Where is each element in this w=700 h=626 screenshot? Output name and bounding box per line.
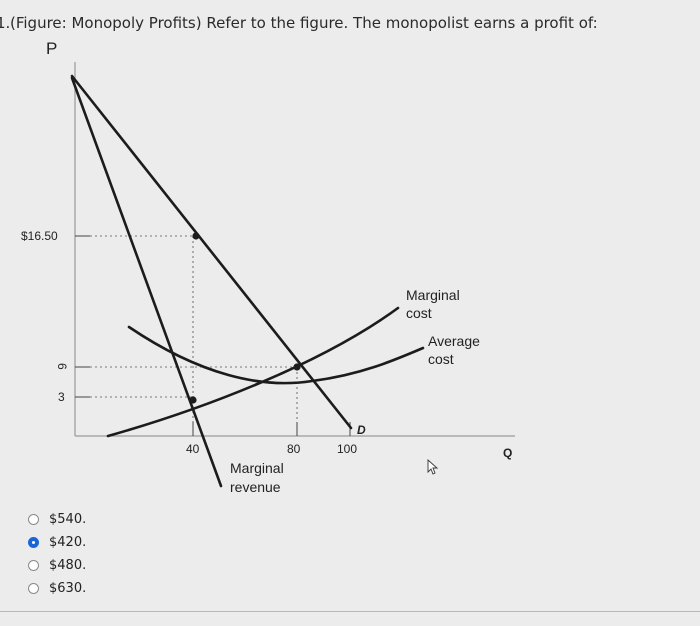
price-tick-label: $16.50 [21, 229, 58, 243]
marginal-cost-label: Marginal [406, 287, 460, 303]
quantity-axis-label: Q [503, 446, 512, 460]
radio-button[interactable] [28, 514, 39, 525]
quantity-tick-label: 80 [287, 442, 301, 456]
price-tick-label: 6 [55, 363, 69, 370]
answer-option[interactable]: $540. [28, 508, 86, 531]
price-tick-label: 3 [58, 390, 65, 404]
radio-button[interactable] [28, 560, 39, 571]
average-cost-label: Average [428, 333, 480, 349]
marginal-cost-label: cost [406, 305, 432, 321]
mr-mc-intersection-point [189, 396, 197, 404]
mc-ac-intersection-point [293, 363, 301, 371]
average-cost-label: cost [428, 351, 454, 367]
answer-label: $480. [49, 558, 87, 573]
marginal-revenue-label: Marginal [230, 460, 284, 476]
price-axis-label: P [46, 39, 57, 58]
demand-point [192, 232, 200, 240]
radio-button[interactable] [28, 583, 39, 594]
marginal-cost-curve [106, 306, 400, 438]
answer-label: $420. [49, 535, 87, 550]
answer-label: $630. [49, 581, 87, 596]
demand-curve [70, 74, 353, 430]
answer-option[interactable]: $420. [28, 531, 86, 554]
answer-option[interactable]: $480. [28, 554, 86, 577]
question-number: 1. [0, 14, 11, 32]
mouse-cursor-icon [427, 458, 439, 475]
quantity-tick-label: 100 [337, 442, 357, 456]
marginal-revenue-label: revenue [230, 479, 281, 495]
answer-options: $540. $420. $480. $630. [28, 508, 86, 600]
radio-button-selected[interactable] [28, 537, 39, 548]
quantity-tick-label: 40 [186, 442, 200, 456]
average-cost-curve [127, 325, 425, 385]
marginal-revenue-curve [70, 76, 223, 488]
divider [0, 611, 700, 612]
answer-label: $540. [49, 512, 87, 527]
demand-label: D [357, 423, 366, 437]
question-prompt: (Figure: Monopoly Profits) Refer to the … [10, 14, 598, 32]
figure-canvas: P Q $16.50 6 3 40 80 100 [21, 39, 515, 495]
answer-option[interactable]: $630. [28, 577, 86, 600]
monopoly-profits-figure: P Q $16.50 6 3 40 80 100 [0, 30, 700, 500]
guide-lines [90, 235, 298, 422]
